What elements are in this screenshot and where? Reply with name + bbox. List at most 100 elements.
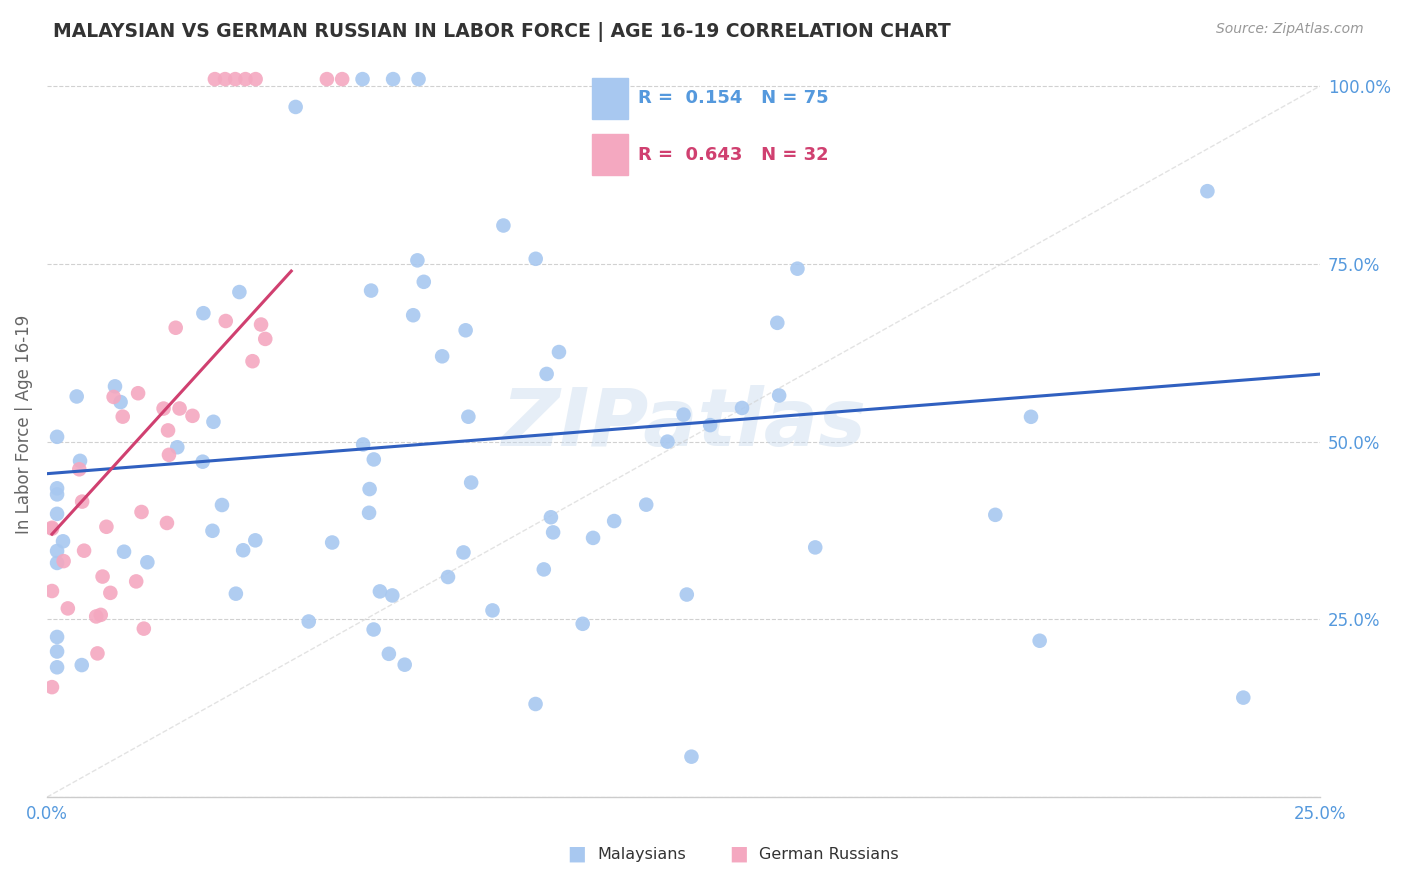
Point <box>132 622 155 636</box>
Point <box>453 545 475 559</box>
Point <box>406 253 429 268</box>
Point <box>352 72 374 87</box>
Point <box>41 522 63 536</box>
Point <box>412 275 434 289</box>
Point <box>363 452 385 467</box>
Point <box>330 72 353 87</box>
Point <box>437 570 460 584</box>
Point <box>245 533 267 548</box>
Point <box>157 448 180 462</box>
Point <box>46 487 69 501</box>
Point <box>156 516 179 530</box>
Point <box>430 349 453 363</box>
Point <box>731 401 754 415</box>
Text: ▪: ▪ <box>567 840 586 869</box>
Point <box>201 524 224 538</box>
Point <box>408 72 430 87</box>
Point <box>254 332 277 346</box>
Point <box>768 388 790 402</box>
Point <box>131 505 153 519</box>
Text: MALAYSIAN VS GERMAN RUSSIAN IN LABOR FORCE | AGE 16-19 CORRELATION CHART: MALAYSIAN VS GERMAN RUSSIAN IN LABOR FOR… <box>53 22 952 42</box>
Point <box>457 409 479 424</box>
Text: ZIPatlas: ZIPatlas <box>501 385 866 463</box>
Point <box>96 520 118 534</box>
Text: ▪: ▪ <box>728 840 748 869</box>
Point <box>211 498 233 512</box>
Point <box>46 630 69 644</box>
Point <box>786 261 808 276</box>
Point <box>41 680 63 694</box>
Point <box>766 316 789 330</box>
Point <box>352 437 374 451</box>
Point <box>492 219 515 233</box>
Point <box>152 401 174 416</box>
Point <box>169 401 191 416</box>
Point <box>111 409 134 424</box>
Point <box>224 72 246 87</box>
Point <box>357 506 380 520</box>
Point <box>110 395 132 409</box>
Point <box>245 72 267 87</box>
Point <box>321 535 343 549</box>
Point <box>1019 409 1042 424</box>
Point <box>41 521 63 535</box>
Point <box>984 508 1007 522</box>
Point <box>193 306 215 320</box>
Point <box>235 72 257 87</box>
Point <box>136 555 159 569</box>
Point <box>657 434 679 449</box>
Point <box>548 345 571 359</box>
Point <box>70 494 93 508</box>
Point <box>681 749 703 764</box>
Point <box>69 454 91 468</box>
Point <box>284 100 307 114</box>
Point <box>91 569 114 583</box>
Point <box>316 72 339 87</box>
Point <box>363 623 385 637</box>
Point <box>90 607 112 622</box>
Point <box>582 531 605 545</box>
Point <box>125 574 148 589</box>
Y-axis label: In Labor Force | Age 16-19: In Labor Force | Age 16-19 <box>15 314 32 533</box>
Point <box>536 367 558 381</box>
Point <box>1028 633 1050 648</box>
Point <box>675 588 697 602</box>
Point <box>52 534 75 549</box>
Point <box>1197 184 1219 198</box>
Point <box>104 379 127 393</box>
Point <box>66 389 89 403</box>
Point <box>165 320 187 334</box>
Point <box>46 544 69 558</box>
Point <box>359 482 381 496</box>
Point <box>41 584 63 599</box>
Point <box>360 284 382 298</box>
Point <box>103 390 125 404</box>
Point <box>636 498 658 512</box>
Point <box>672 408 695 422</box>
Text: Malaysians: Malaysians <box>598 847 686 862</box>
Point <box>394 657 416 672</box>
Point <box>378 647 401 661</box>
Point <box>804 541 827 555</box>
Point <box>67 462 90 476</box>
Point <box>86 647 108 661</box>
Point <box>214 72 236 87</box>
Point <box>225 587 247 601</box>
Point <box>127 386 149 401</box>
Point <box>52 554 75 568</box>
Point <box>571 616 593 631</box>
Point <box>204 72 226 87</box>
Point <box>524 252 547 266</box>
Point <box>541 525 564 540</box>
Point <box>228 285 250 299</box>
Point <box>191 455 214 469</box>
Point <box>181 409 204 423</box>
Text: German Russians: German Russians <box>759 847 898 862</box>
Point <box>524 697 547 711</box>
Point <box>73 543 96 558</box>
Point <box>98 586 121 600</box>
Text: Source: ZipAtlas.com: Source: ZipAtlas.com <box>1216 22 1364 37</box>
Point <box>603 514 626 528</box>
Point <box>46 660 69 674</box>
Point <box>1232 690 1254 705</box>
